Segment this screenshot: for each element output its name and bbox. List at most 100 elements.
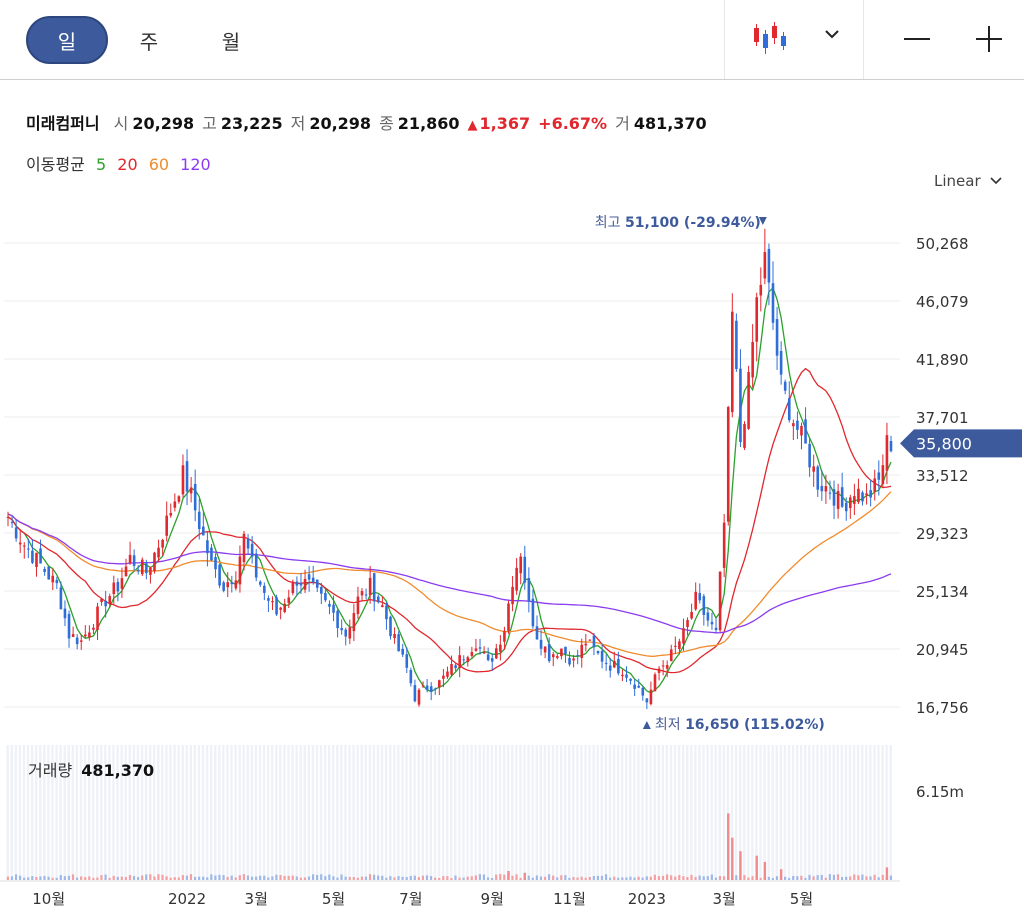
candle-body (202, 526, 205, 536)
volume-bg-bar (71, 745, 75, 880)
volume-bg-bar (238, 745, 241, 880)
volume-bar (527, 875, 530, 880)
volume-bg-bar (454, 745, 457, 880)
volume-bg-bar (83, 745, 87, 880)
candle-body (490, 658, 494, 662)
candle-body (189, 487, 193, 494)
volume-bg-bar (462, 745, 465, 880)
candle-body (433, 688, 437, 690)
candle-body (551, 654, 555, 658)
volume-bar (271, 876, 274, 880)
ma-line-5 (7, 286, 892, 694)
tab-monthly[interactable]: 월 (221, 29, 241, 54)
volume-bg-bar (360, 745, 363, 880)
volume-bar (169, 877, 172, 880)
volume-bg-bar (201, 745, 205, 880)
volume-bar (303, 877, 307, 880)
volume-bg-bar (104, 745, 107, 880)
candle-body (482, 652, 486, 654)
volume-bg-bar (507, 745, 510, 880)
ma-120[interactable]: 120 (180, 155, 211, 174)
volume-bg-bar (572, 745, 575, 880)
volume-bg-bar (132, 745, 136, 880)
candle-body (832, 489, 836, 506)
candle-body (348, 627, 352, 639)
volume-bg-bar (653, 745, 656, 880)
zoom-out-button[interactable] (900, 22, 934, 56)
ma-5[interactable]: 5 (95, 155, 107, 174)
volume-spike-bar (763, 862, 767, 880)
candle-body (706, 612, 710, 621)
candle-body (816, 466, 820, 490)
volume-bg-bar (645, 745, 648, 880)
volume-bar (808, 874, 811, 880)
candle-body (258, 581, 262, 585)
zoom-in-button[interactable] (972, 22, 1006, 56)
volume-bar (474, 875, 477, 880)
candle-body (299, 582, 303, 586)
candle-body (307, 574, 311, 580)
candle-body (385, 605, 388, 620)
volume-bar (486, 877, 490, 880)
volume-bg-bar (625, 745, 628, 880)
volume-bar (185, 875, 189, 880)
ma-20[interactable]: 20 (117, 155, 138, 174)
volume-bar (547, 874, 551, 880)
volume-bar (845, 876, 848, 880)
candle-body (885, 435, 889, 471)
volume-bg-bar (368, 745, 372, 880)
scale-select[interactable]: Linear (934, 172, 1003, 190)
candle-body (283, 603, 287, 612)
volume-bg-bar (531, 745, 534, 880)
tab-weekly[interactable]: 주 (139, 29, 159, 54)
candle-body (804, 419, 807, 444)
volume-bar (849, 876, 852, 880)
volume-bar (137, 877, 140, 880)
volume-bar (55, 877, 58, 880)
volume-bg-bar (226, 745, 229, 880)
volume-bar (751, 876, 754, 880)
candle-body (531, 598, 535, 627)
volume-bar (352, 877, 355, 880)
candle-body (808, 443, 811, 468)
volume-bar (576, 877, 579, 880)
volume-bg-bar (327, 745, 331, 880)
volume-bar (255, 876, 258, 880)
volume-bg-bar (87, 745, 91, 880)
volume-bg-bar (299, 745, 302, 880)
candle-body (429, 686, 433, 692)
chart-type-dropdown[interactable] (820, 22, 844, 46)
volume-bar (71, 874, 75, 880)
x-tick-label: 2023 (628, 890, 666, 908)
volume-bar (482, 874, 486, 880)
candle-body (861, 492, 864, 502)
volume-bg-bar (885, 745, 888, 880)
candle-body (79, 640, 83, 642)
volume-bar (104, 874, 107, 880)
volume-bar (250, 876, 254, 880)
volume-bg-bar (376, 745, 380, 880)
volume-bar (324, 876, 327, 880)
volume-bar (193, 876, 197, 880)
volume-bar (364, 876, 368, 880)
candle-body (763, 252, 767, 279)
ma-60[interactable]: 60 (148, 155, 170, 174)
tab-daily[interactable]: 일 (26, 16, 108, 64)
candle-body (499, 644, 502, 652)
chart-type-button[interactable] (752, 20, 792, 58)
candle-body (840, 487, 844, 507)
volume-bar (796, 876, 799, 880)
volume-bar (153, 876, 156, 880)
candle-body (564, 646, 567, 655)
x-tick-label: 2022 (168, 890, 206, 908)
candle-body (153, 552, 156, 572)
volume-bg-bar (576, 745, 579, 880)
candle-body (629, 678, 632, 681)
volume-bar (47, 876, 50, 880)
candle-body (181, 465, 185, 495)
volume-bar (316, 874, 319, 880)
volume-bg-bar (291, 745, 294, 880)
volume-bg-bar (559, 745, 563, 880)
volume-bg-bar (649, 745, 652, 880)
